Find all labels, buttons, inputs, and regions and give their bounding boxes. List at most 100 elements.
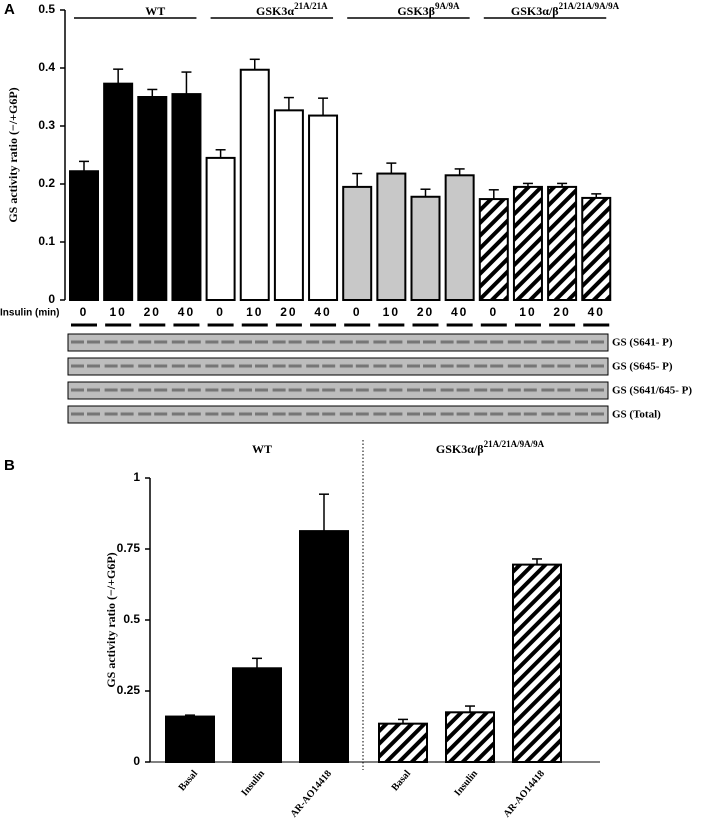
blot-band [221,339,235,345]
group-name: GSK3β [397,4,435,18]
blot-band [507,363,521,369]
x-tick-label: 40 [588,305,605,319]
x-tick-label: AR-AO14418 [501,768,547,819]
blot-band [490,411,504,417]
blot-band [389,387,403,393]
blot-band [221,411,235,417]
blot-band [322,339,336,345]
blot-band [474,363,488,369]
blot-band [523,411,537,417]
blot-band [490,387,504,393]
blot-band [306,411,320,417]
x-tick-label: Insulin [452,768,480,798]
x-tick-label: Basal [177,768,201,793]
blot-band [71,387,84,393]
blot-band [474,411,488,417]
blot-band [373,339,387,345]
blot-band [120,387,134,393]
bar [308,114,339,301]
blot-band [239,363,252,369]
blot-band [187,339,201,345]
blot-band [87,339,100,345]
blot-band [255,411,268,417]
x-tick-label: 10 [383,305,400,319]
y-tick-label: 0.5 [38,2,55,16]
blot-band [355,411,369,417]
blot-band [306,387,320,393]
blot-strip [67,405,609,424]
blot-band [490,339,504,345]
blot-band [120,411,134,417]
blot-band [456,363,470,369]
blot-band [288,387,302,393]
group-name: GSK3α/β [511,4,559,18]
blot-label: GS (S645- P) [612,361,673,373]
x-tick-label: Basal [390,768,414,793]
bar [232,667,282,764]
x-tick-label: 20 [417,305,434,319]
blot-band [187,363,201,369]
blot-band [355,363,369,369]
bar [299,530,349,763]
bar [445,711,495,763]
blot-band [239,339,252,345]
x-tick-label: 20 [280,305,297,319]
blot-band [591,363,604,369]
blot-band [339,411,353,417]
group-superscript: 21A/21A/9A/9A [484,439,545,449]
blot-band [440,411,454,417]
blot-band [557,339,571,345]
blot-band [154,411,168,417]
blot-band [288,411,302,417]
blot-band [205,387,219,393]
y-tick-label: 0.2 [38,176,55,190]
blot-band [355,387,369,393]
blot-band [456,411,470,417]
blot-band [138,411,152,417]
group-superscript: 21A/21A/9A/9A [559,1,620,11]
x-tick-label: 0 [353,305,362,319]
blot-label: GS (S641/645- P) [612,385,692,397]
group-name: WT [145,4,165,18]
blot-band [373,363,387,369]
bar [478,198,509,301]
blot-band [423,339,436,345]
bar [171,93,202,301]
group-label: WT [145,4,165,18]
x-tick-label: Insulin [239,768,267,798]
x-tick-label: 40 [314,305,331,319]
blot-band [591,387,604,393]
blot-band [474,387,488,393]
blot-band [523,339,537,345]
blot-band [288,339,302,345]
blot-strip [67,381,609,400]
blot-band [255,387,268,393]
bar [239,68,270,301]
blot-band [557,411,571,417]
bar [342,185,373,301]
x-axis-label: Insulin (min) [0,308,59,319]
blot-band [239,411,252,417]
blot-band [255,363,268,369]
group-label: GSK3α/β21A/21A/9A/9A [511,1,620,18]
bar [205,156,236,301]
group-name: GSK3α [256,4,294,18]
bar [376,172,407,301]
x-tick-label: 10 [246,305,263,319]
blot-band [272,411,286,417]
blot-band [440,339,454,345]
blot-label: GS (Total) [612,409,661,421]
x-tick-label: AR-AO14418 [288,768,334,819]
blot-band [255,339,268,345]
bar [378,722,428,763]
blot-strip [67,357,609,376]
blot-band [221,363,235,369]
blot-band [87,411,100,417]
blot-band [154,339,168,345]
blot-band [373,387,387,393]
blot-band [322,411,336,417]
y-tick-label: 0.5 [123,612,140,626]
blot-band [120,339,134,345]
blot-band [339,339,353,345]
